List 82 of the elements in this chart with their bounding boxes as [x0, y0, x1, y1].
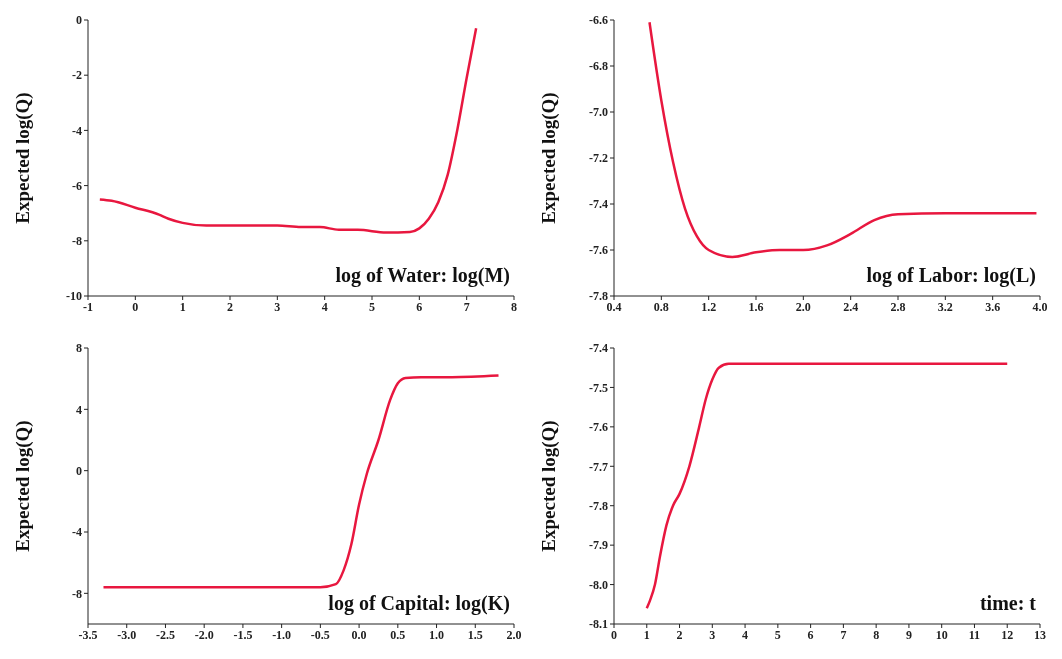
x-tick-label: 0.5: [390, 627, 406, 642]
y-tick-label: -2: [72, 68, 82, 83]
y-tick-label: 0: [76, 13, 82, 28]
x-tick-label: 2.4: [843, 299, 859, 314]
x-tick-label: 7: [840, 627, 847, 642]
x-tick-label: 1.2: [701, 299, 717, 314]
x-tick-label: 0.8: [653, 299, 669, 314]
y-tick-label: -7.6: [589, 420, 608, 435]
x-axis-title: log of Capital: log(K): [328, 592, 510, 615]
x-tick-label: 0.0: [351, 627, 367, 642]
x-tick-label: 7: [463, 299, 470, 314]
x-tick-label: -2.0: [194, 627, 214, 642]
y-tick-label: -8.1: [589, 617, 608, 632]
x-tick-label: 2: [227, 299, 233, 314]
x-tick-label: -1: [83, 299, 93, 314]
y-tick-label: -10: [66, 289, 82, 304]
y-tick-label: -6.6: [589, 13, 608, 28]
x-tick-label: 8: [873, 627, 880, 642]
x-axis-title: log of Labor: log(L): [866, 264, 1036, 287]
x-tick-label: 2.8: [890, 299, 906, 314]
x-tick-label: 12: [1001, 627, 1014, 642]
line-series: [102, 374, 500, 589]
x-tick-label: 4.0: [1032, 299, 1048, 314]
line-series: [648, 21, 1038, 259]
x-tick-label: -0.5: [310, 627, 330, 642]
x-tick-label: 5: [774, 627, 781, 642]
x-tick-label: 3.2: [937, 299, 953, 314]
y-axis-title: Expected log(Q): [11, 420, 34, 552]
x-tick-label: 1: [643, 627, 650, 642]
y-tick-label: -4: [72, 525, 82, 540]
y-axis-title: Expected log(Q): [11, 92, 34, 224]
y-tick-label: -7.4: [589, 197, 608, 212]
y-tick-label: -7.4: [589, 341, 608, 356]
y-tick-label: -4: [72, 123, 82, 138]
y-tick-label: 4: [76, 402, 82, 417]
y-tick-label: 8: [76, 341, 82, 356]
y-tick-label: -8: [72, 234, 82, 249]
x-tick-label: 0.4: [606, 299, 622, 314]
x-tick-label: -1.5: [233, 627, 253, 642]
y-axis-title: Expected log(Q): [537, 92, 560, 224]
y-tick-label: -7.7: [589, 459, 608, 474]
x-tick-label: 9: [905, 627, 912, 642]
x-tick-label: 1.0: [429, 627, 445, 642]
y-tick-label: -6.8: [589, 59, 608, 74]
x-tick-label: 3: [709, 627, 716, 642]
x-axis-title: log of Water: log(M): [335, 264, 510, 287]
x-tick-label: 2.0: [795, 299, 811, 314]
line-series: [98, 27, 478, 234]
y-tick-label: -7.5: [589, 380, 608, 395]
y-tick-label: -7.6: [589, 243, 608, 258]
x-axis-title: time: t: [979, 592, 1037, 614]
x-tick-label: 3.6: [985, 299, 1001, 314]
y-tick-label: -8: [72, 586, 82, 601]
y-tick-label: -7.0: [589, 105, 608, 120]
x-tick-label: 0: [132, 299, 139, 314]
y-tick-label: -6: [72, 178, 82, 193]
x-tick-label: 4: [321, 299, 328, 314]
x-tick-label: 1: [179, 299, 186, 314]
x-tick-label: 5: [369, 299, 375, 314]
y-tick-label: -7.9: [589, 538, 608, 553]
y-tick-label: -7.8: [589, 289, 608, 304]
y-tick-label: -7.2: [589, 151, 608, 166]
x-tick-label: 2: [676, 627, 683, 642]
x-tick-label: 3: [274, 299, 281, 314]
x-tick-label: 6: [416, 299, 423, 314]
x-tick-label: 8: [511, 299, 517, 314]
x-tick-label: -3.0: [117, 627, 137, 642]
x-tick-label: 1.6: [748, 299, 764, 314]
x-tick-label: 13: [1034, 627, 1046, 642]
x-tick-label: 4: [742, 627, 749, 642]
x-tick-label: 1.5: [467, 627, 483, 642]
x-tick-label: -2.5: [155, 627, 175, 642]
x-tick-label: 2.0: [506, 627, 522, 642]
y-axis-title: Expected log(Q): [537, 420, 560, 552]
x-tick-label: -3.5: [78, 627, 98, 642]
y-tick-label: -7.8: [589, 498, 608, 513]
x-tick-label: -1.0: [272, 627, 292, 642]
x-tick-label: 6: [807, 627, 814, 642]
x-tick-label: 11: [968, 627, 981, 642]
y-tick-label: -8.0: [589, 577, 608, 592]
x-tick-label: 10: [935, 627, 948, 642]
y-tick-label: 0: [76, 463, 82, 478]
